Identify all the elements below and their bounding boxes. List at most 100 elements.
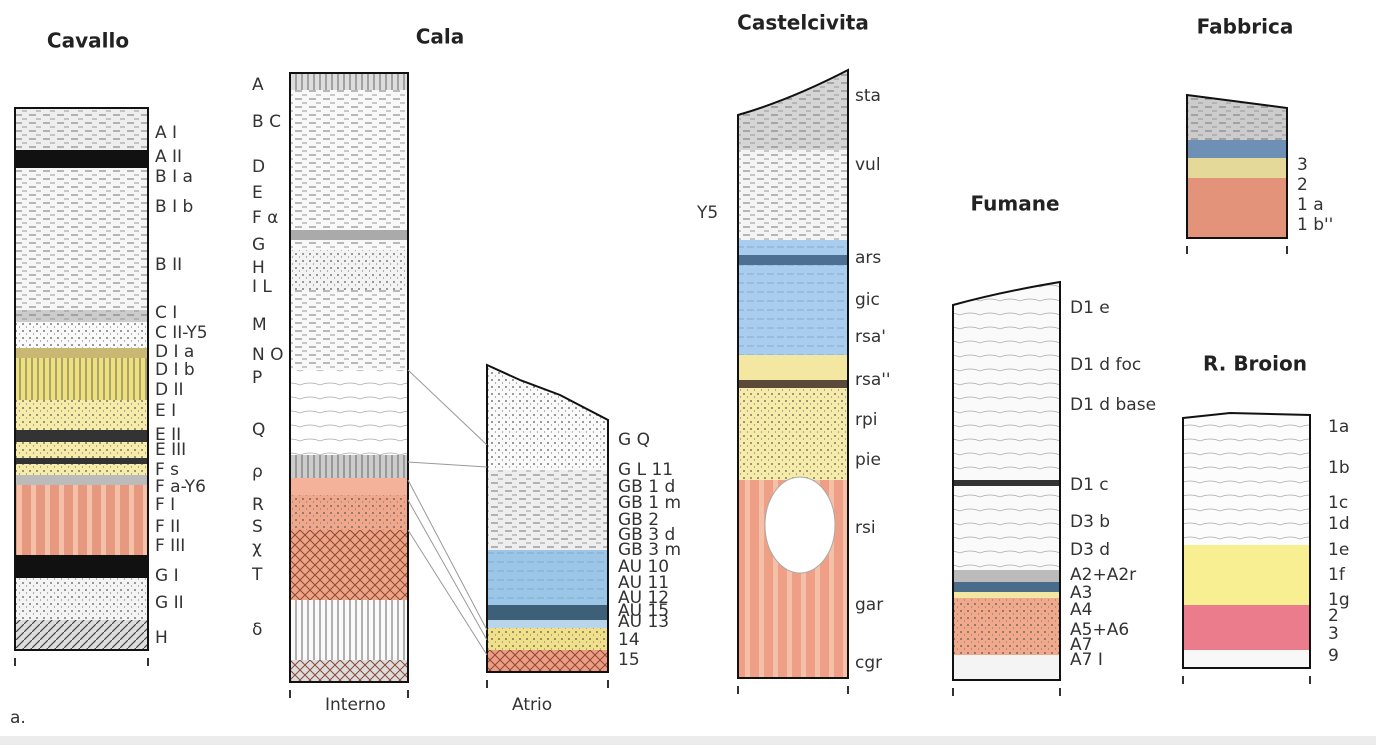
layer-label: F II: [155, 517, 180, 537]
layer-label: rsa'': [855, 370, 891, 390]
layer-label: D3 b: [1070, 512, 1110, 532]
layer-label: G II: [155, 593, 184, 613]
column-footer: Atrio: [512, 695, 552, 715]
layer-texture: [15, 310, 148, 322]
layer-label: 3: [1328, 624, 1339, 644]
layer: [15, 348, 148, 358]
layer-label: 1d: [1328, 514, 1350, 534]
layer-label: D I a: [155, 342, 194, 362]
layer-label: 1b: [1328, 458, 1350, 478]
layer-label: F III: [155, 536, 185, 556]
layer-label: gic: [855, 290, 880, 310]
layer-label: D I b: [155, 360, 195, 380]
layer-label: 9: [1328, 646, 1339, 666]
layer-label: N O: [252, 345, 284, 365]
layer-label: AU 13: [618, 612, 669, 632]
layer-texture: [487, 550, 608, 605]
layer-label: 1a: [1328, 417, 1349, 437]
layer: [738, 355, 848, 380]
layers: [1187, 90, 1287, 238]
layer-label: D1 d foc: [1070, 355, 1141, 375]
layer-label: H: [155, 628, 168, 648]
layer: [953, 570, 1060, 582]
column-footer: Interno: [325, 695, 386, 715]
layer-label: 3: [1297, 155, 1308, 175]
layers: [738, 60, 848, 678]
layer-texture: [15, 358, 148, 400]
layer-label: pie: [855, 450, 881, 470]
layer: [487, 605, 608, 620]
column-title: Castelcivita: [737, 11, 869, 35]
layer-label: δ: [252, 620, 262, 640]
layer-label: Q: [252, 420, 265, 440]
layer: [953, 582, 1060, 592]
layers: [953, 280, 1060, 680]
layer: [738, 255, 848, 265]
layer-texture: [290, 530, 408, 600]
layers: [290, 73, 408, 682]
layer-label: cgr: [855, 653, 882, 673]
layer-label: I L: [252, 277, 272, 297]
layer-label: F I: [155, 495, 175, 515]
layer-texture: [290, 250, 408, 290]
layer-texture: [290, 600, 408, 660]
column-title: Cavallo: [47, 29, 129, 53]
bottom-strip: [0, 736, 1376, 745]
layer-label: 15: [618, 650, 640, 670]
layer-texture: [953, 598, 1060, 655]
strat-column: R. Broion1a1b1c1d1e1f1g239: [1183, 352, 1350, 685]
layer-label: D1 d base: [1070, 395, 1156, 415]
layer-label: gar: [855, 595, 883, 615]
layer-texture: [953, 280, 1060, 580]
layer-label: E III: [155, 440, 186, 460]
layer-texture: [738, 60, 848, 150]
layer-label: vul: [855, 155, 881, 175]
layer-label: F α: [252, 208, 278, 228]
layer-label: D II: [155, 380, 184, 400]
layer: [1183, 650, 1310, 668]
layer-label: A2+A2r: [1070, 565, 1136, 585]
layer: [953, 592, 1060, 598]
layer-label: C I: [155, 303, 177, 323]
layer-label: A: [252, 75, 264, 95]
layer-label: rsa': [855, 327, 886, 347]
layer-label: 1c: [1328, 493, 1348, 513]
layer: [1183, 545, 1310, 605]
layer-label: A7 I: [1070, 650, 1103, 670]
layer: [1187, 158, 1287, 178]
layer-label: rpi: [855, 410, 878, 430]
column-title: Fabbrica: [1197, 15, 1294, 39]
column-title: Fumane: [970, 192, 1059, 216]
layer-texture: [290, 73, 408, 90]
layer-label: E: [252, 183, 263, 203]
layer-label: B C: [252, 112, 281, 132]
layer: [953, 655, 1060, 680]
layers: [1183, 410, 1310, 668]
figure-label: a.: [10, 708, 26, 728]
layer-texture: [738, 388, 848, 480]
cave-block: [765, 477, 835, 573]
layer-label: D3 d: [1070, 540, 1110, 560]
strat-column: Fabbrica321 a1 b'': [1187, 15, 1333, 255]
layer: [1187, 140, 1287, 158]
layer: [15, 475, 148, 485]
layer: [290, 230, 408, 240]
layer: [953, 480, 1060, 486]
layer: [738, 380, 848, 388]
layer-label: 1e: [1328, 540, 1349, 560]
layer-label: ars: [855, 248, 881, 268]
correlation-line: [408, 480, 487, 630]
layer: [290, 478, 408, 495]
layer-label: C II-Y5: [155, 323, 208, 343]
layer-label: B I b: [155, 197, 193, 217]
layer-label: E I: [155, 401, 176, 421]
layer-texture: [290, 370, 408, 455]
layer-label: H: [252, 258, 265, 278]
layer: [487, 620, 608, 628]
column-title: Cala: [416, 25, 465, 49]
layer-texture: [15, 322, 148, 348]
layer-texture: [15, 578, 148, 620]
layer-label: F a-Y6: [155, 477, 206, 497]
